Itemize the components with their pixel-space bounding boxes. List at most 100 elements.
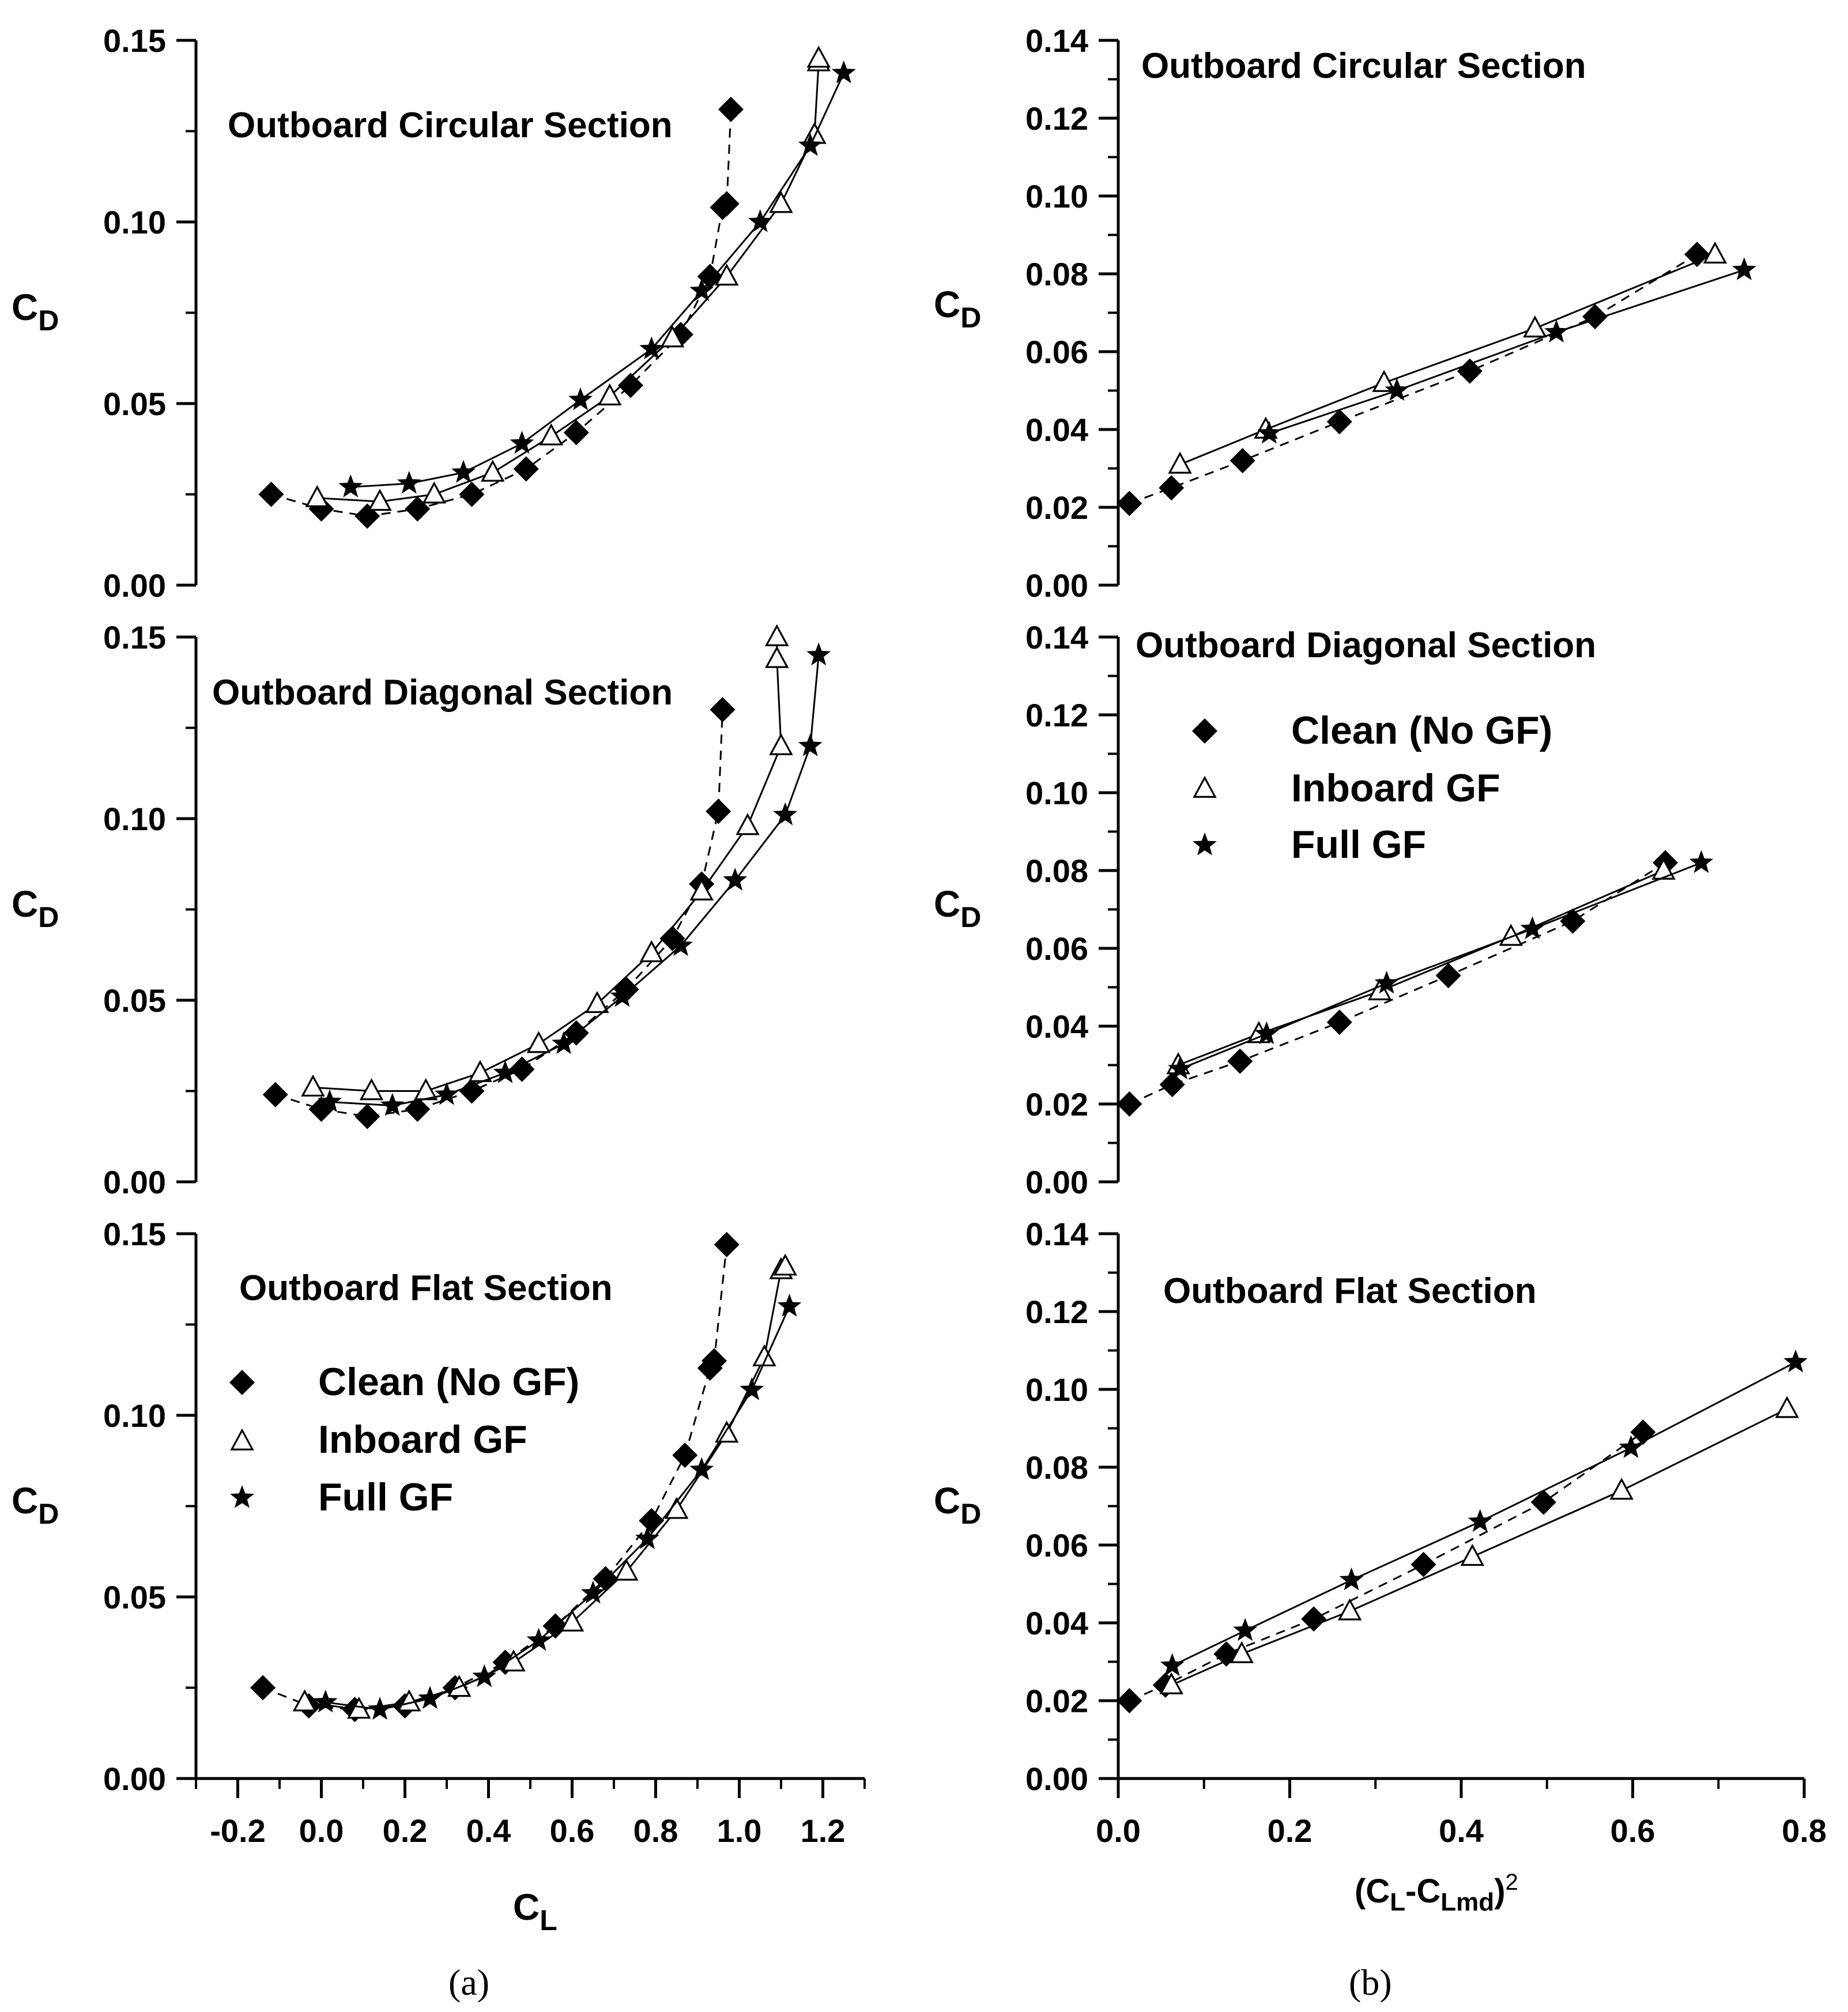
data-point-a2-star <box>610 984 635 1007</box>
data-point-a2-star <box>798 733 823 756</box>
data-point-a1-triangle <box>422 481 446 504</box>
y-tick-label-b1: 0.00 <box>1025 567 1088 604</box>
data-point-b2-star <box>1254 1021 1279 1045</box>
data-point-b3-triangle <box>1775 1396 1799 1418</box>
y-tick-label-b2: 0.06 <box>1025 930 1088 967</box>
data-point-b1-diamond <box>1326 409 1352 435</box>
data-point-a2-star <box>669 933 693 956</box>
x-tick-label-a3: 0.8 <box>633 1813 678 1849</box>
data-point-a1-triangle <box>539 423 563 446</box>
data-point-a3-diamond <box>702 1348 727 1374</box>
y-tick-label-b1: 0.10 <box>1025 178 1088 214</box>
data-point-a2-diamond <box>354 1103 380 1129</box>
data-point-b3-diamond <box>1117 1688 1142 1713</box>
figure-label-a: (a) <box>448 1962 489 2003</box>
y-tick-label-a2: 0.00 <box>103 1164 166 1200</box>
chart-b3: 0.00 0.02 0.04 0.06 0.08 0.10 0.12 0.14 0.0 0.2 0.… <box>934 1216 1827 1849</box>
data-point-b1-triangle <box>1703 241 1728 264</box>
y-label-b3: CD <box>934 1480 981 1530</box>
y-tick-label-a1: 0.00 <box>103 567 166 604</box>
data-point-a2-diamond <box>262 1082 288 1107</box>
x-tick-label-a3: 0.0 <box>299 1813 344 1849</box>
data-point-a2-star <box>493 1060 518 1083</box>
data-point-a3-diamond <box>672 1442 698 1468</box>
y-tick-label-b2: 0.08 <box>1025 853 1088 889</box>
data-point-a1-star <box>397 470 421 494</box>
legend-b2-full-label: Full GF <box>1291 823 1426 866</box>
chart-title-b2: Outboard Diagonal Section <box>1136 626 1596 665</box>
y-label-a1: CD <box>12 287 59 337</box>
data-point-b1-diamond <box>1684 242 1710 267</box>
data-point-a1-star <box>748 209 772 232</box>
data-point-a2-star <box>806 642 831 666</box>
y-tick-label-b3: 0.02 <box>1025 1683 1088 1719</box>
legend-a3-inboard-label: Inboard GF <box>318 1418 527 1461</box>
y-tick-label-a1: 0.05 <box>103 386 166 422</box>
data-point-a2-triangle <box>468 1060 492 1082</box>
data-point-a1-triangle <box>715 263 739 286</box>
data-point-a3-star <box>472 1664 497 1687</box>
figure-label-b: (b) <box>1349 1962 1392 2003</box>
data-point-a3-star <box>635 1526 659 1549</box>
legend-marker-triangle <box>1193 775 1217 798</box>
data-point-b1-diamond <box>1582 304 1608 330</box>
data-point-a3-star <box>689 1457 714 1480</box>
y-tick-label-b1: 0.04 <box>1025 412 1088 448</box>
data-point-b3-star <box>1468 1509 1492 1532</box>
y-tick-label-b3: 0.12 <box>1025 1294 1088 1330</box>
legend-a3-full-label: Full GF <box>318 1475 453 1519</box>
data-point-a1-star <box>510 431 534 454</box>
data-point-b3-star <box>1783 1349 1808 1373</box>
y-tick-label-b2: 0.10 <box>1025 775 1088 811</box>
data-point-a1-triangle <box>769 191 793 213</box>
y-tick-label-b2: 0.12 <box>1025 697 1088 733</box>
x-tick-label-b3: 0.6 <box>1611 1813 1655 1849</box>
chart-title-a2: Outboard Diagonal Section <box>212 673 673 713</box>
chart-b2: 0.00 0.02 0.04 0.06 0.08 0.10 0.12 0.14 Outboard… <box>934 619 1714 1200</box>
y-label-b1: CD <box>934 284 981 334</box>
data-point-a1-star <box>831 60 856 84</box>
x-tick-label-b3: 0.4 <box>1439 1813 1484 1849</box>
y-tick-label-b3: 0.08 <box>1025 1449 1088 1486</box>
data-point-a3-triangle <box>397 1689 421 1712</box>
y-tick-label-a3: 0.15 <box>103 1216 166 1252</box>
data-point-a2-diamond <box>710 697 736 722</box>
series-line-b3-1 <box>1171 1408 1787 1686</box>
data-point-b3-diamond <box>1410 1551 1436 1577</box>
data-point-b1-diamond <box>1117 491 1142 517</box>
y-tick-label-b3: 0.06 <box>1025 1527 1088 1563</box>
data-point-b1-star <box>1732 257 1756 280</box>
data-point-a1-triangle <box>660 325 685 348</box>
y-tick-label-a2: 0.15 <box>103 619 166 655</box>
legend-b2-inboard-label: Inboard GF <box>1291 766 1500 810</box>
data-point-b1-diamond <box>1159 475 1185 501</box>
data-point-a1-star <box>798 133 823 156</box>
data-point-a2-triangle <box>359 1078 384 1101</box>
y-tick-label-a3: 0.10 <box>103 1397 166 1434</box>
data-point-b2-triangle <box>1499 924 1523 946</box>
data-point-a3-star <box>418 1686 442 1709</box>
data-point-b2-diamond <box>1159 1072 1185 1098</box>
data-point-b1-star <box>1257 420 1281 444</box>
data-point-a1-triangle <box>368 488 392 511</box>
data-point-b2-star <box>1520 916 1545 939</box>
y-tick-label-b3: 0.04 <box>1025 1605 1088 1641</box>
data-point-a3-triangle <box>715 1421 739 1443</box>
legend-b2: Clean (No GF) Inboard GF Full GF <box>1192 709 1552 866</box>
x-tick-label-b3: 0.2 <box>1268 1813 1313 1849</box>
data-point-a1-star <box>338 474 363 498</box>
data-point-a3-triangle <box>292 1689 317 1712</box>
data-point-a2-star <box>318 1089 342 1113</box>
data-point-b2-star <box>1374 970 1399 994</box>
data-point-a2-triangle <box>765 646 789 668</box>
data-point-a2-diamond <box>509 1056 535 1082</box>
legend-a3-full-marker <box>230 1485 254 1508</box>
data-point-a1-star <box>689 278 714 302</box>
data-point-a2-diamond <box>405 1097 431 1122</box>
data-point-b2-star <box>1168 1056 1192 1079</box>
data-point-a1-diamond <box>258 481 284 507</box>
chart-b1: 0.00 0.02 0.04 0.06 0.08 0.10 0.12 0.14 Outboard… <box>934 22 1756 604</box>
data-point-a1-triangle <box>598 383 622 406</box>
legend-b2-clean-marker <box>1192 718 1217 744</box>
